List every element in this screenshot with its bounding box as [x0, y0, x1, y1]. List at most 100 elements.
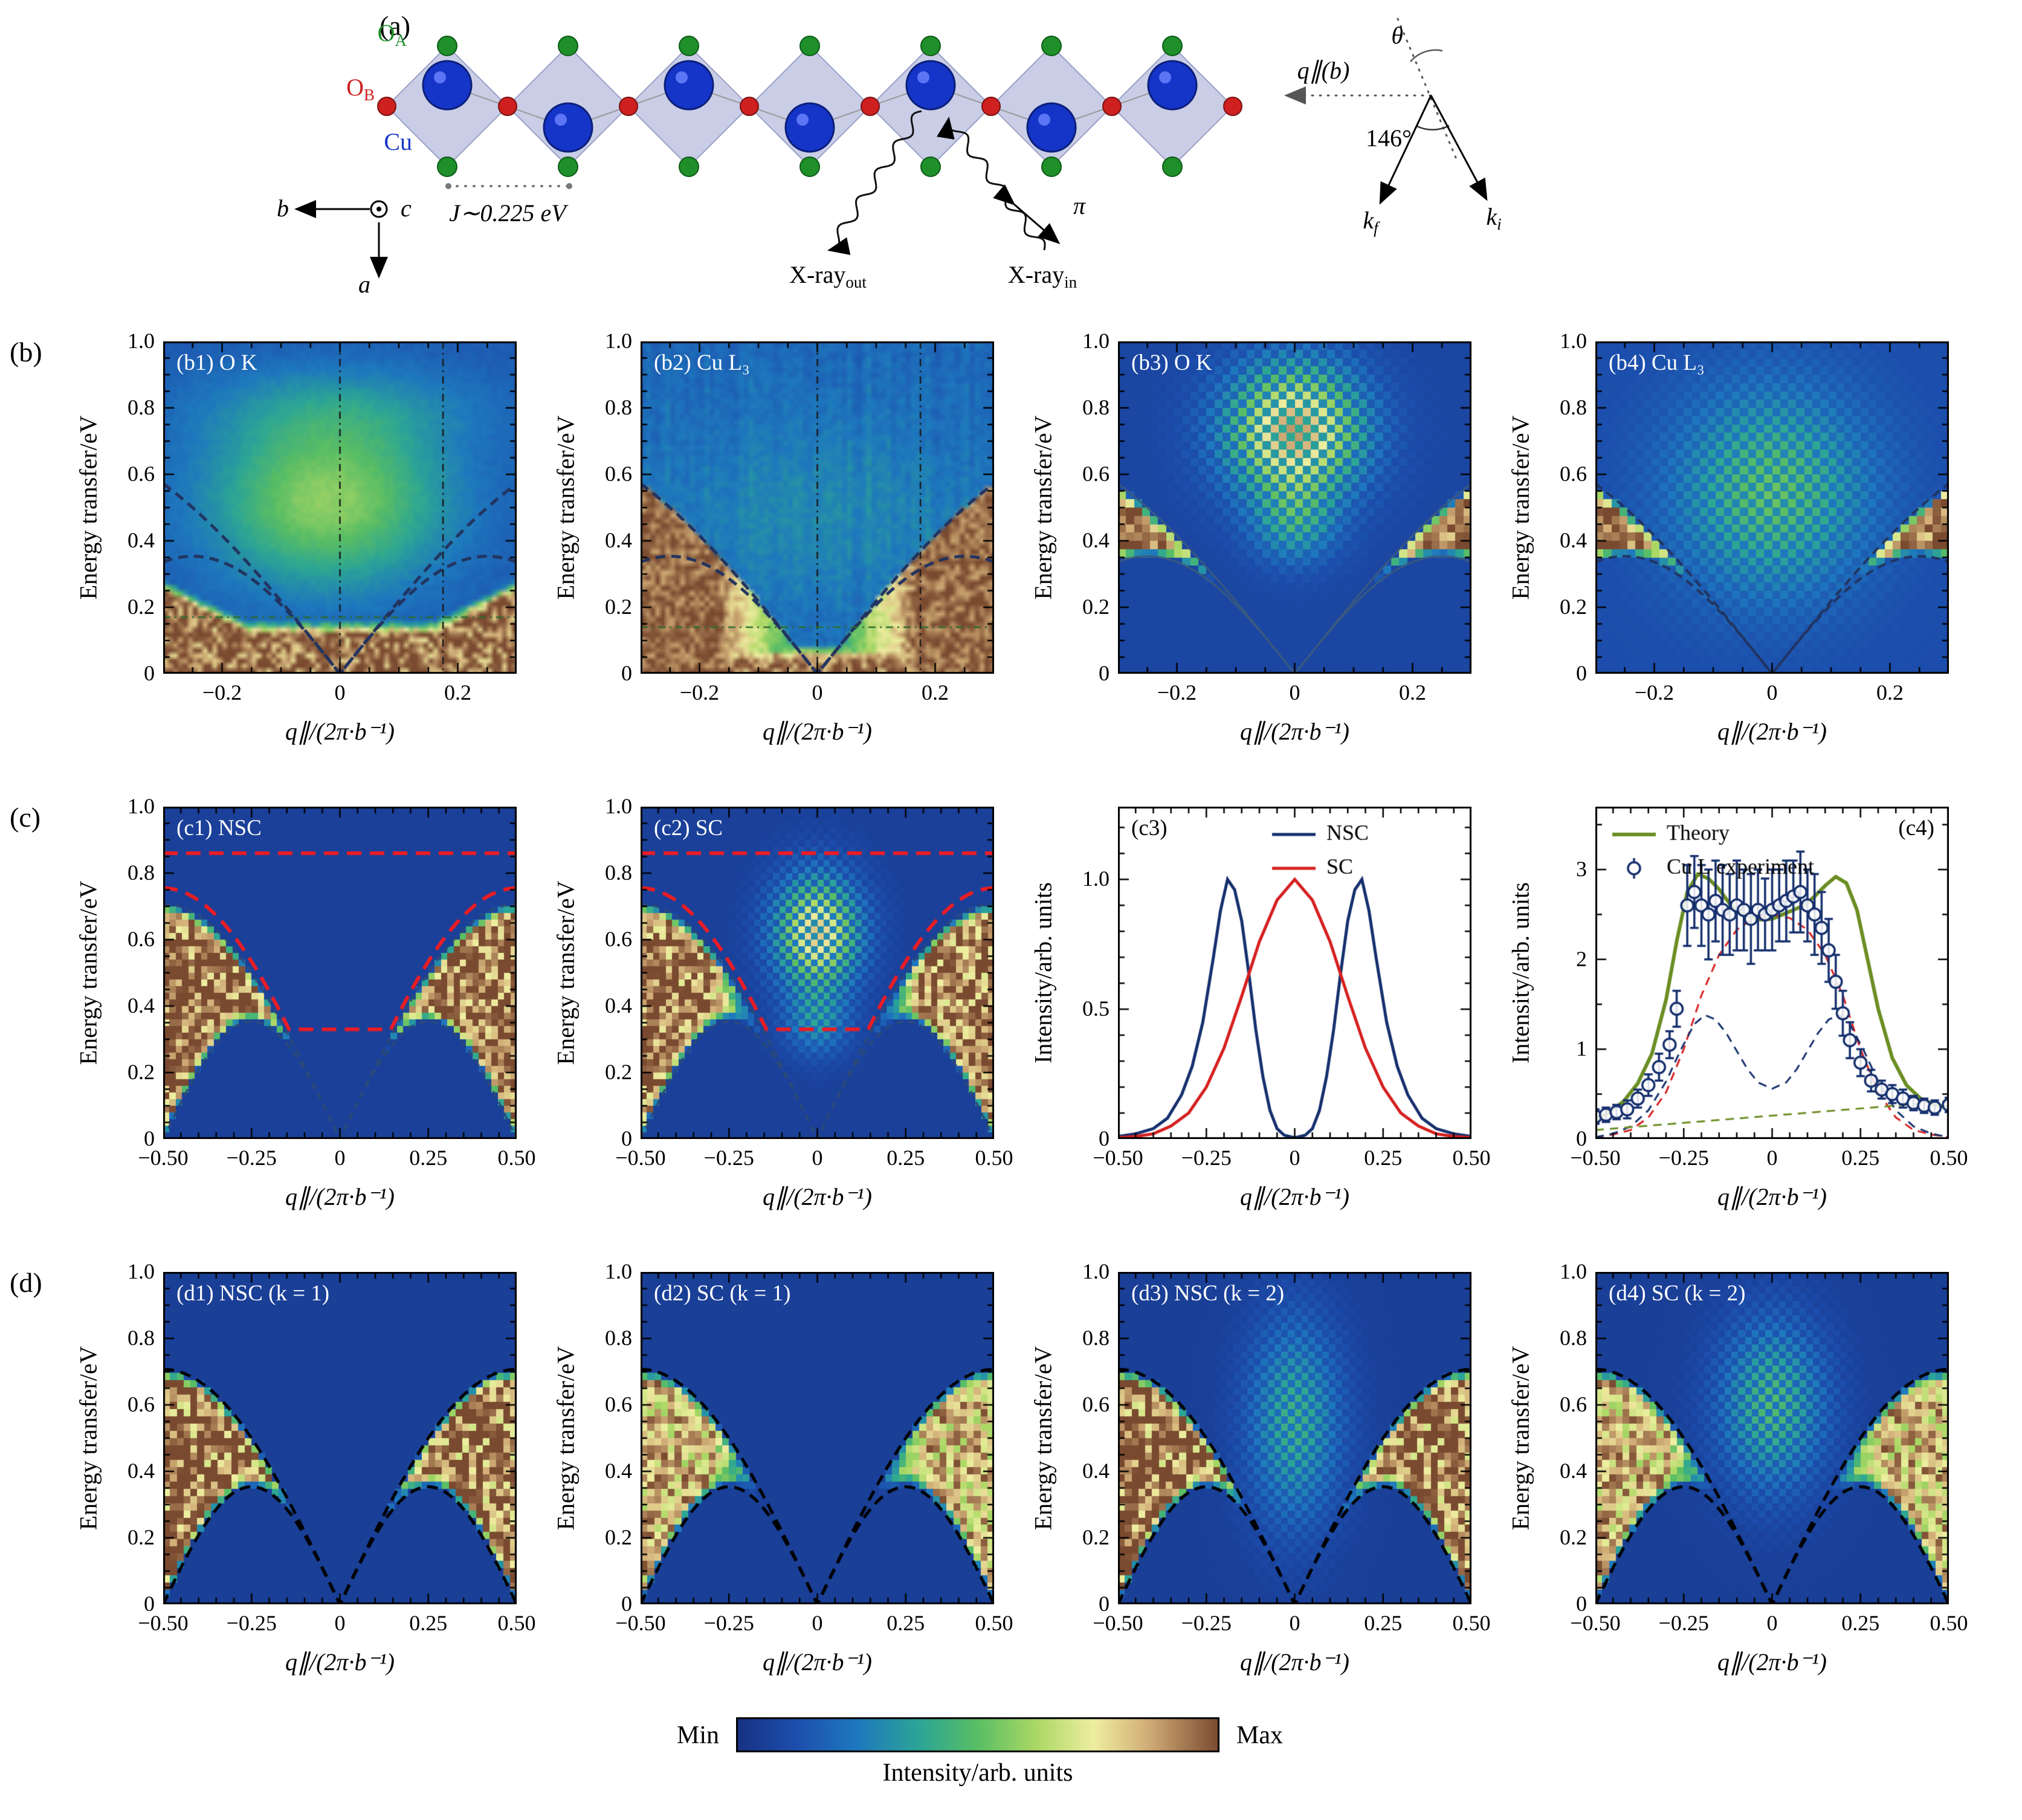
- x-tick-label: 0: [812, 1611, 823, 1635]
- plot-area: (d2) SC (k = 1) 0 0.2 0.4 0.6 0.8 1.0 −0.50 −0…: [605, 1259, 1013, 1635]
- x-tick-label: −0.25: [1658, 1146, 1709, 1170]
- c-axis-dot: [376, 207, 381, 211]
- y-tick-label: 1.0: [1560, 1259, 1587, 1283]
- x-tick-label: 0.25: [1841, 1611, 1880, 1635]
- plot-area: (c3) 0 0.5 1.0 −0.50 −0.25 0 0.25 0.50: [1082, 807, 1491, 1170]
- x-tick-label: 0.25: [1841, 1146, 1880, 1170]
- x-axis-title: q∥/(2π·b⁻¹): [1240, 718, 1349, 745]
- y-tick-label: 0.6: [128, 1392, 155, 1416]
- y-tick-labels: 0 1 2 3: [1523, 807, 1587, 1150]
- y-tick-label: 0.6: [605, 1392, 632, 1416]
- y-tick-label: 0.2: [1560, 1525, 1587, 1549]
- x-tick-label: −0.25: [1658, 1611, 1709, 1635]
- x-tick-label: 0.50: [497, 1611, 536, 1635]
- x-axis-title: q∥/(2π·b⁻¹): [285, 1183, 395, 1210]
- y-tick-label: 0.2: [605, 1525, 632, 1549]
- y-tick-labels: 0 0.5 1.0: [1045, 807, 1110, 1150]
- pi-polarization-arrow: [993, 184, 1061, 244]
- panel-label: (d1) NSC (k = 1): [176, 1281, 330, 1306]
- pi-label: π: [1073, 192, 1086, 219]
- x-tick-labels: −0.2 0 0.2: [1595, 674, 1949, 705]
- x-tick-label: 0: [1766, 680, 1778, 705]
- x-tick-labels: −0.2 0 0.2: [163, 674, 517, 705]
- kf-label: kf: [1363, 207, 1380, 237]
- y-tick-label: 0.8: [1560, 1326, 1587, 1350]
- x-tick-labels: −0.50 −0.25 0 0.25 0.50: [1570, 1139, 1968, 1170]
- panel-d1: Energy transfer/eV (d1) NSC (k = 1) 0 0.2…: [66, 1259, 544, 1701]
- ki-arrow: [1430, 95, 1488, 201]
- y-tick-label: 2: [1576, 946, 1587, 971]
- cu-atom: [905, 60, 956, 111]
- heatmap-canvas-b4: [1595, 341, 1949, 674]
- xray-in-label: X-rayin: [1008, 261, 1077, 291]
- y-tick-label: 0.4: [128, 1459, 155, 1483]
- panel-b1: Energy transfer/eV (b1) O K 0 0.2 0.4 0.6 0.…: [66, 329, 544, 770]
- heatmap-canvas-b1: [163, 341, 517, 674]
- x-tick-label: 0: [1289, 680, 1300, 705]
- scattering-angle-label: 146°: [1366, 124, 1412, 152]
- row-b-letter: (b): [10, 337, 42, 367]
- y-tick-label: 0.2: [128, 1060, 155, 1084]
- x-tick-label: −0.50: [1570, 1611, 1621, 1635]
- y-tick-label: 0.6: [605, 462, 632, 486]
- cu-atom: [1147, 60, 1198, 111]
- y-tick-label: 0.4: [128, 528, 155, 552]
- y-tick-label: 0.6: [1560, 462, 1587, 486]
- y-tick-label: 0.6: [1560, 1392, 1587, 1416]
- oxygen-b-atom: [861, 97, 880, 116]
- theta-label: θ: [1391, 22, 1403, 49]
- oxygen-a-atom: [1162, 36, 1183, 56]
- panel-label: (c1) NSC: [176, 816, 262, 841]
- oxygen-b-atom: [1223, 97, 1242, 116]
- y-tick-label: 0: [1576, 1126, 1587, 1150]
- x-tick-label: −0.50: [615, 1611, 666, 1635]
- x-tick-label: 0.25: [887, 1611, 925, 1635]
- x-tick-label: 0.50: [1452, 1146, 1491, 1170]
- y-tick-label: 0: [621, 661, 632, 685]
- y-tick-label: 0.2: [605, 595, 632, 619]
- x-tick-label: 0.25: [409, 1146, 448, 1170]
- heatmap-canvas-d2: [641, 1272, 994, 1604]
- y-tick-labels: 0 0.2 0.4 0.6 0.8 1.0: [91, 329, 155, 685]
- y-tick-label: 0.8: [605, 860, 632, 885]
- exchange-coupling-label: J∼0.225 eV: [449, 199, 569, 227]
- x-tick-label: 0.50: [1452, 1611, 1491, 1635]
- plot-area: (c4) 0 1 2 3 −0.50 −0.25 0 0.25 0.50: [1570, 807, 1968, 1170]
- x-tick-label: 0: [1766, 1611, 1778, 1635]
- x-tick-label: −0.25: [1181, 1611, 1232, 1635]
- y-tick-label: 0.6: [1082, 462, 1110, 486]
- colorbar-gradient: [736, 1717, 1220, 1752]
- oxygen-a-atom: [1162, 157, 1183, 177]
- x-tick-label: 0.2: [1399, 680, 1426, 705]
- x-tick-label: 0: [334, 1146, 346, 1170]
- x-tick-label: 0.50: [1930, 1611, 1968, 1635]
- x-axis-title: q∥/(2π·b⁻¹): [763, 1648, 872, 1676]
- row-c-letter: (c): [10, 802, 41, 833]
- cu-atom: [1026, 102, 1077, 153]
- oxygen-b-label: OB: [346, 74, 375, 104]
- panel-label: (d2) SC (k = 1): [654, 1281, 791, 1306]
- x-axis-title: q∥/(2π·b⁻¹): [763, 718, 872, 745]
- oxygen-a-atom: [558, 36, 578, 56]
- oxygen-a-atom: [799, 36, 820, 56]
- y-tick-label: 0: [621, 1126, 632, 1150]
- x-axis-title: q∥/(2π·b⁻¹): [285, 1648, 395, 1676]
- y-tick-label: 0.2: [1560, 595, 1587, 619]
- y-tick-label: 0.4: [605, 528, 632, 552]
- y-tick-label: 0.4: [1560, 1459, 1587, 1483]
- cu-atom-highlight: [796, 114, 809, 126]
- colorbar-min-label: Min: [677, 1722, 720, 1749]
- x-tick-labels: −0.50 −0.25 0 0.25 0.50: [615, 1604, 1013, 1636]
- oxygen-a-atom: [558, 157, 578, 177]
- xray-out-label: X-rayout: [789, 261, 867, 291]
- plot-area: (c1) NSC 0 0.2 0.4 0.6 0.8 1.0 −0.50 −0.25 0 0.2…: [128, 794, 536, 1170]
- structure-diagram: OA OB Cu J∼0.225 eV b c a X-rayout X-ray…: [277, 18, 1502, 298]
- y-tick-labels: 0 0.2 0.4 0.6 0.8 1.0: [568, 1259, 632, 1616]
- y-tick-labels: 0 0.2 0.4 0.6 0.8 1.0: [91, 794, 155, 1150]
- panel-label: (c2) SC: [654, 816, 723, 841]
- x-tick-label: −0.2: [679, 680, 720, 705]
- cu-atom-highlight: [434, 71, 446, 83]
- y-tick-label: 0.2: [1082, 1525, 1110, 1549]
- x-axis-title: q∥/(2π·b⁻¹): [1717, 1648, 1827, 1676]
- x-tick-labels: −0.50 −0.25 0 0.25 0.50: [615, 1139, 1013, 1170]
